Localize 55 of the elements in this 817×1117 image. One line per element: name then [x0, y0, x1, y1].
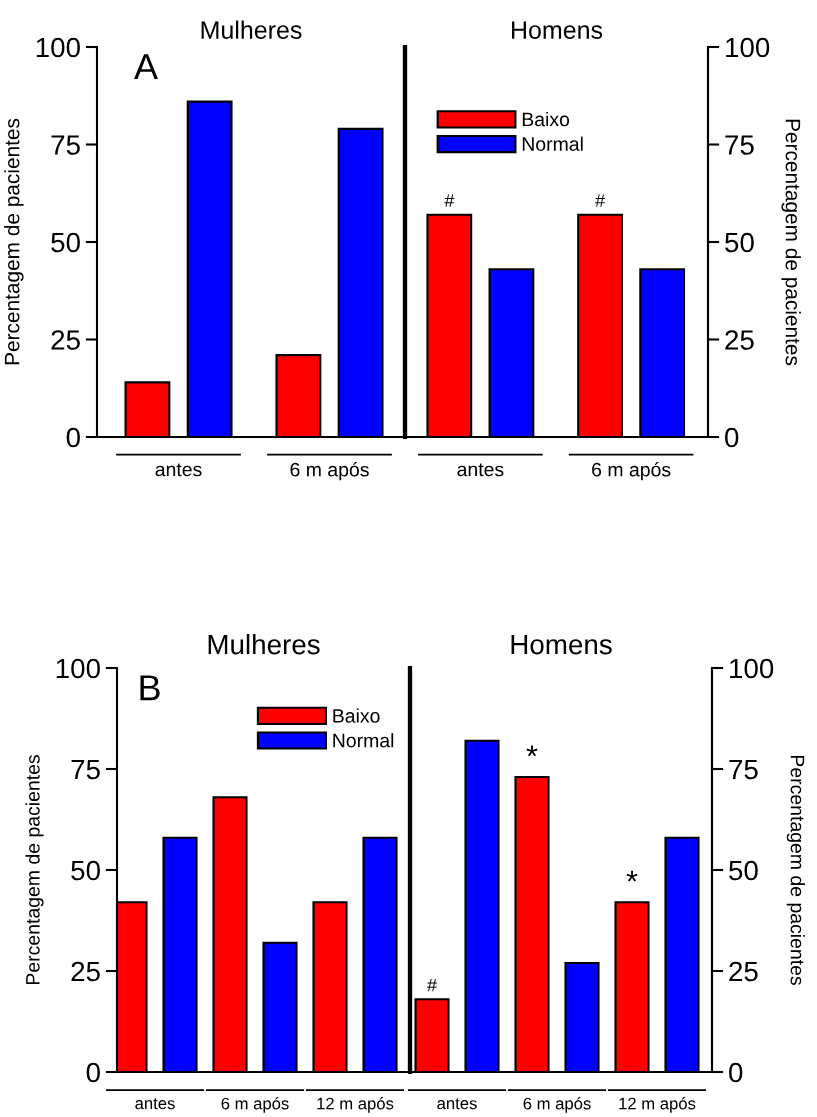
legend-label: Normal — [522, 136, 583, 151]
y2-tick-label: 25 — [725, 330, 754, 350]
bar — [414, 998, 450, 1072]
y-tick-label: 50 — [51, 232, 80, 253]
annotation: * — [626, 870, 638, 882]
bar — [564, 961, 600, 1072]
annotation: # — [595, 194, 605, 207]
y-axis-title: Percentagem de pacientes — [25, 755, 44, 985]
chart-title: Homens — [512, 21, 603, 39]
bar — [614, 901, 650, 1072]
annotation: # — [427, 979, 437, 992]
bar — [514, 776, 550, 1072]
bar — [464, 739, 500, 1072]
annotation: # — [444, 194, 455, 207]
y2-tick-label: 50 — [725, 232, 754, 253]
bar — [664, 836, 700, 1072]
x-tick-label: 12 m após — [317, 1097, 394, 1113]
y-tick-label: 75 — [51, 135, 80, 155]
y-tick-label: 75 — [71, 759, 100, 780]
chart-title: Mulheres — [208, 633, 320, 655]
x-tick-label: antes — [155, 463, 202, 477]
y2-tick-label: 0 — [729, 1062, 743, 1083]
y-tick-label: 0 — [66, 427, 80, 448]
y2-tick-label: 75 — [729, 759, 758, 780]
y-tick-label: 25 — [51, 330, 80, 350]
legend-label: Baixo — [333, 708, 380, 723]
x-tick-label: 6 m após — [221, 1097, 289, 1113]
x-tick-label: 6 m após — [592, 462, 671, 481]
y2-tick-label: 100 — [726, 37, 770, 58]
x-tick-label: 6 m após — [523, 1097, 591, 1113]
y2-tick-label: 100 — [730, 658, 774, 679]
annotation: * — [526, 745, 538, 757]
chart-title: Mulheres — [201, 20, 302, 39]
legend-label: Baixo — [522, 111, 570, 127]
y2-axis-title: Percentagem de pacientes — [786, 755, 805, 985]
y-axis-title: Percentagem de pacientes — [4, 118, 24, 365]
y2-axis-title: Percentagem de pacientes — [781, 119, 801, 366]
legend-label: Normal — [333, 733, 394, 748]
y-tick-label: 100 — [56, 658, 100, 679]
y-tick-label: 0 — [86, 1062, 100, 1083]
x-tick-label: 6 m após — [290, 462, 369, 481]
y2-tick-label: 0 — [725, 427, 739, 448]
y-tick-label: 25 — [71, 961, 100, 982]
x-tick-label: antes — [135, 1098, 175, 1110]
y-tick-label: 50 — [71, 860, 100, 881]
x-tick-label: antes — [457, 463, 504, 477]
y2-tick-label: 25 — [729, 961, 758, 982]
chart-title: Homens — [511, 635, 612, 655]
x-tick-label: antes — [437, 1098, 477, 1110]
annotation: A — [134, 54, 158, 80]
y-tick-label: 100 — [36, 37, 80, 58]
y2-tick-label: 75 — [725, 135, 754, 155]
x-tick-label: 12 m após — [619, 1097, 696, 1113]
annotation: B — [140, 675, 160, 701]
y2-tick-label: 50 — [729, 860, 758, 881]
